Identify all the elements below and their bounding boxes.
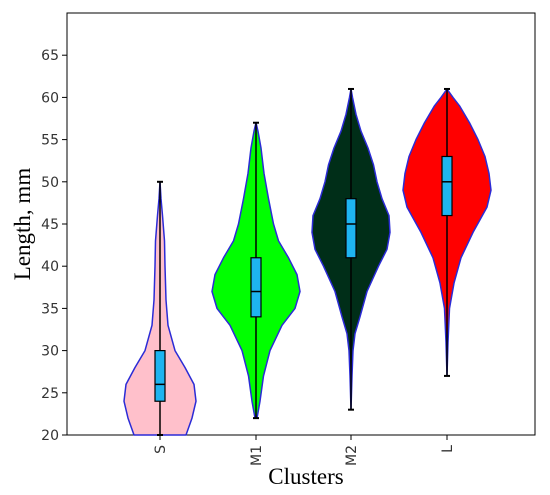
box-M1	[250, 257, 262, 318]
x-axis-ticks: S M1 M2 L	[153, 435, 456, 466]
x-tick-label-L: L	[440, 445, 456, 453]
y-tick-label: 20	[41, 428, 59, 444]
y-axis-title: Length, mm	[10, 168, 35, 281]
box-M2	[345, 198, 357, 259]
y-tick-label: 60	[41, 90, 59, 106]
violins	[123, 87, 492, 436]
box-S	[154, 350, 166, 402]
y-axis-ticks: 20 25 30 35 40 45 50 55 60 65	[41, 48, 67, 444]
x-tick-label-M2: M2	[344, 445, 360, 466]
y-tick-label: 55	[41, 133, 59, 149]
y-tick-label: 30	[41, 344, 59, 360]
y-tick-label: 50	[41, 175, 59, 191]
y-tick-label: 25	[41, 386, 59, 402]
y-tick-label: 35	[41, 301, 59, 317]
y-tick-label: 45	[41, 217, 59, 233]
x-axis-title: Clusters	[268, 464, 343, 489]
x-tick-label-M1: M1	[249, 445, 265, 466]
x-tick-label-S: S	[153, 445, 169, 454]
y-tick-label: 65	[41, 48, 59, 64]
box-L	[441, 155, 453, 217]
y-tick-label: 40	[41, 259, 59, 275]
